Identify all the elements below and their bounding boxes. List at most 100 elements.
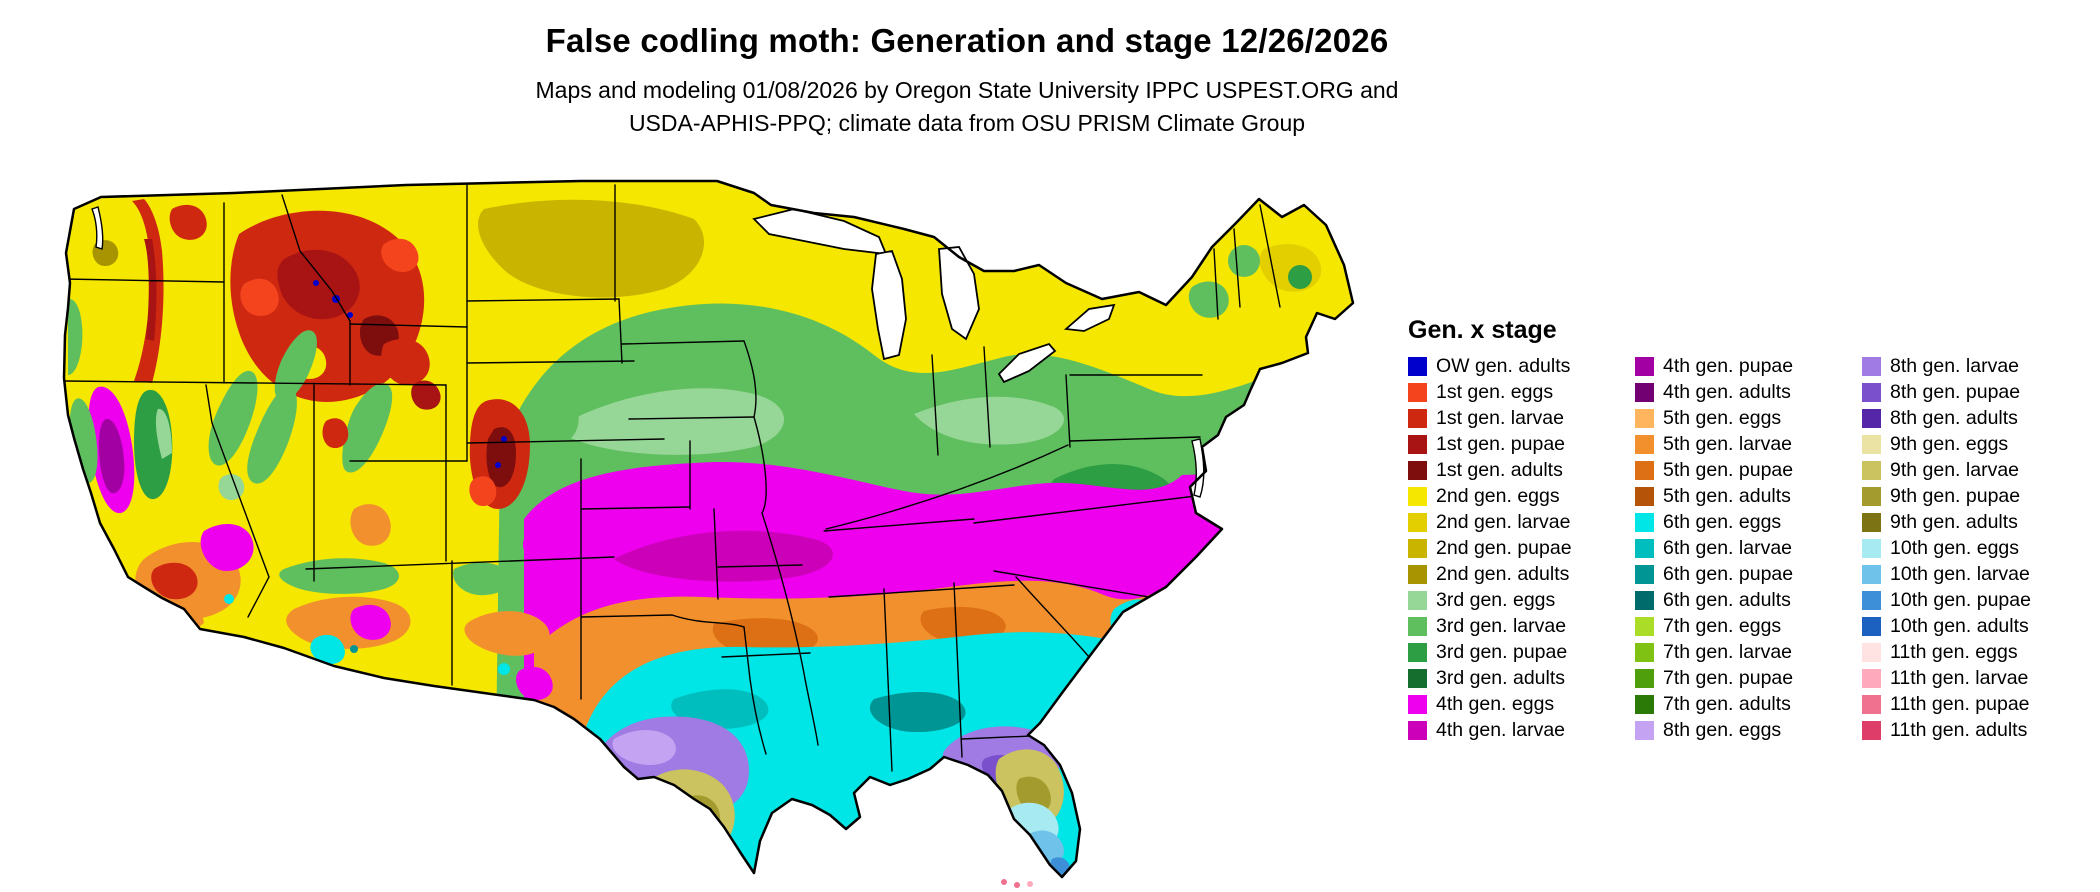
legend-item-label: 11th gen. eggs: [1890, 641, 2018, 663]
legend-item: 1st gen. eggs: [1408, 381, 1635, 403]
legend-item: 3rd gen. adults: [1408, 667, 1635, 689]
legend-swatch: [1862, 435, 1881, 454]
legend-item-label: 4th gen. eggs: [1436, 693, 1555, 715]
legend-item-label: 9th gen. larvae: [1890, 459, 2020, 481]
map-region: [350, 604, 391, 640]
map-region: [381, 338, 430, 385]
legend-swatch: [1635, 435, 1654, 454]
legend-item-label: 6th gen. pupae: [1663, 563, 1794, 585]
legend-item-label: 5th gen. pupae: [1663, 459, 1794, 481]
map-region: [381, 238, 419, 273]
page-subtitle: Maps and modeling 01/08/2026 by Oregon S…: [0, 74, 1934, 140]
map-region: [310, 634, 345, 665]
legend-item-label: 5th gen. eggs: [1663, 407, 1782, 429]
map-region: [347, 312, 353, 318]
map-region: [612, 730, 676, 766]
lake-ontario: [1063, 303, 1116, 332]
legend-swatch: [1862, 539, 1881, 558]
legend-item-label: 3rd gen. pupae: [1436, 641, 1568, 663]
legend-swatch: [1635, 565, 1654, 584]
legend-item-label: 6th gen. eggs: [1663, 511, 1782, 533]
legend-item: OW gen. adults: [1408, 355, 1635, 377]
legend-swatch: [1635, 617, 1654, 636]
legend-item: 6th gen. eggs: [1635, 511, 1862, 533]
legend-item-label: 5th gen. adults: [1663, 485, 1791, 507]
map-region: [144, 239, 157, 341]
map-region: [411, 380, 441, 410]
page-title: False codling moth: Generation and stage…: [545, 22, 1389, 59]
lake-michigan: [871, 249, 907, 361]
legend-swatch: [1862, 409, 1881, 428]
legend-item-label: 11th gen. larvae: [1890, 667, 2029, 689]
legend-item-label: 6th gen. larvae: [1663, 537, 1793, 559]
legend-item: 11th gen. pupae: [1862, 693, 2089, 715]
legend-swatch: [1635, 669, 1654, 688]
us-map-svg: [62, 179, 1355, 888]
legend-swatch: [1862, 721, 1881, 740]
legend-item: 10th gen. pupae: [1862, 589, 2089, 611]
legend-item-label: 7th gen. adults: [1663, 693, 1791, 715]
legend-item: 2nd gen. larvae: [1408, 511, 1635, 533]
map-region: [224, 594, 234, 604]
legend-item: 11th gen. larvae: [1862, 667, 2089, 689]
legend-item: 4th gen. larvae: [1408, 719, 1635, 741]
legend-item: 9th gen. eggs: [1862, 433, 2089, 455]
map-region: [322, 418, 349, 449]
legend-swatch: [1635, 409, 1654, 428]
legend-item: 11th gen. adults: [1862, 719, 2089, 741]
legend-item-label: 2nd gen. adults: [1436, 563, 1570, 585]
legend-swatch: [1862, 461, 1881, 480]
legend-item-label: 1st gen. eggs: [1436, 381, 1554, 403]
map-region: [1188, 281, 1229, 318]
legend-swatch: [1635, 487, 1654, 506]
legend-item: 6th gen. pupae: [1635, 563, 1862, 585]
legend-item: 9th gen. larvae: [1862, 459, 2089, 481]
legend-item: 2nd gen. pupae: [1408, 537, 1635, 559]
map-region: [530, 573, 582, 622]
legend-item: 10th gen. eggs: [1862, 537, 2089, 559]
legend-swatch: [1408, 409, 1427, 428]
map-region: [151, 562, 198, 600]
legend-item: 5th gen. larvae: [1635, 433, 1862, 455]
map-region: [342, 383, 393, 473]
legend-swatch: [1862, 591, 1881, 610]
legend-item: 7th gen. larvae: [1635, 641, 1862, 663]
legend-item: 9th gen. pupae: [1862, 485, 2089, 507]
map-region: [453, 562, 512, 596]
legend-column: OW gen. adults 1st gen. eggs 1st gen. larv…: [1408, 355, 1635, 747]
map-region: [169, 204, 207, 240]
legend-item-label: 7th gen. pupae: [1663, 667, 1794, 689]
legend-item-label: 8th gen. eggs: [1663, 719, 1782, 741]
map-region: [516, 666, 553, 700]
map-region: [614, 530, 833, 582]
legend-swatch: [1635, 357, 1654, 376]
legend-item-label: 4th gen. adults: [1663, 381, 1791, 403]
legend-item-label: 5th gen. larvae: [1663, 433, 1793, 455]
map-region: [200, 524, 254, 571]
legend-item: 3rd gen. eggs: [1408, 589, 1635, 611]
legend-item: 10th gen. adults: [1862, 615, 2089, 637]
legend-item: 7th gen. adults: [1635, 693, 1862, 715]
legend-swatch: [1408, 591, 1427, 610]
legend-item-label: OW gen. adults: [1436, 355, 1571, 377]
map-region: [350, 645, 358, 653]
legend-swatch: [1408, 669, 1427, 688]
map-region: [68, 298, 83, 375]
map-region: [498, 663, 510, 675]
legend-swatch: [1635, 383, 1654, 402]
legend-item-label: 9th gen. adults: [1890, 511, 2018, 533]
legend-swatch: [1635, 591, 1654, 610]
legend-columns: OW gen. adults 1st gen. eggs 1st gen. larv…: [1408, 355, 2089, 747]
map-region: [1288, 265, 1312, 289]
legend-item: 4th gen. eggs: [1408, 693, 1635, 715]
legend-swatch: [1408, 383, 1427, 402]
legend-item: 8th gen. larvae: [1862, 355, 2089, 377]
legend-item: 7th gen. pupae: [1635, 667, 1862, 689]
legend-item-label: 4th gen. larvae: [1436, 719, 1566, 741]
map-region: [155, 408, 172, 459]
legend: Gen. x stage OW gen. adults 1st gen. eggs…: [1408, 316, 2089, 747]
legend-item-label: 3rd gen. eggs: [1436, 589, 1556, 611]
legend-item-label: 10th gen. larvae: [1890, 563, 2030, 585]
lake-huron: [938, 246, 980, 341]
legend-item: 5th gen. pupae: [1635, 459, 1862, 481]
